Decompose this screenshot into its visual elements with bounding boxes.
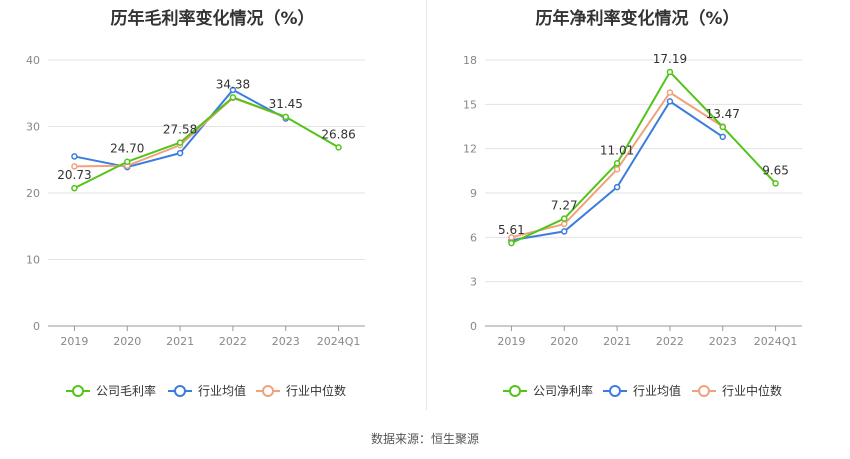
data-point bbox=[229, 94, 237, 101]
data-point bbox=[508, 234, 515, 241]
data-point bbox=[176, 149, 184, 157]
data-point bbox=[229, 86, 237, 94]
data-point bbox=[124, 158, 131, 165]
data-label: 7.27 bbox=[551, 199, 578, 213]
data-label: 31.45 bbox=[269, 97, 303, 111]
panel-divider bbox=[426, 0, 427, 410]
data-point bbox=[613, 166, 621, 173]
chart-panel-1: 0 3 6 9 12 15 18 2019 2020 2021 2022 2023 2024Q1 5.61… bbox=[463, 52, 802, 398]
data-point bbox=[772, 180, 779, 187]
y-tick-label: 10 bbox=[26, 254, 40, 267]
x-tick-label: 2023 bbox=[272, 335, 300, 348]
data-point bbox=[719, 123, 726, 131]
y-tick-label: 6 bbox=[470, 231, 477, 244]
legend-item-0: 公司毛利率 bbox=[66, 383, 156, 398]
data-point bbox=[71, 184, 78, 192]
data-point bbox=[613, 160, 621, 167]
data-point bbox=[666, 68, 674, 76]
legend-marker bbox=[174, 385, 186, 397]
data-point bbox=[176, 139, 184, 146]
data-point bbox=[282, 113, 289, 121]
y-tick-label: 12 bbox=[463, 143, 477, 156]
x-tick-label: 2020 bbox=[113, 335, 141, 348]
legend-label: 公司净利率 bbox=[533, 383, 593, 398]
x-tick-label: 2021 bbox=[603, 335, 631, 348]
legend-label: 公司毛利率 bbox=[96, 383, 156, 398]
data-point bbox=[719, 133, 726, 141]
x-tick-label: 2022 bbox=[219, 335, 247, 348]
chart-panel-0: 0 10 20 30 40 2019 2020 2021 2022 2023 2024Q1 20.73… bbox=[26, 54, 365, 398]
x-tick-label: 2023 bbox=[709, 335, 737, 348]
x-tick-label: 2019 bbox=[60, 335, 88, 348]
legend-label: 行业均值 bbox=[633, 383, 681, 398]
legend-item-1: 行业均值 bbox=[168, 383, 246, 398]
legend-item-2: 行业中位数 bbox=[692, 383, 782, 398]
data-label: 27.58 bbox=[163, 123, 197, 137]
x-tick-label: 2022 bbox=[656, 335, 684, 348]
series-line-0 bbox=[510, 70, 777, 245]
legend-label: 行业中位数 bbox=[286, 383, 346, 398]
legend-label: 行业中位数 bbox=[722, 383, 782, 398]
y-tick-label: 15 bbox=[463, 98, 477, 111]
x-tick-label: 2020 bbox=[550, 335, 578, 348]
legend-marker bbox=[509, 385, 521, 397]
data-label: 24.70 bbox=[110, 142, 144, 156]
data-point bbox=[666, 89, 674, 96]
x-tick-label: 2024Q1 bbox=[754, 335, 798, 348]
data-label: 5.61 bbox=[498, 223, 525, 237]
legend-marker bbox=[609, 385, 621, 397]
data-point bbox=[508, 239, 515, 247]
legend-marker bbox=[698, 385, 710, 397]
series-line-0 bbox=[73, 96, 340, 190]
legend-item-2: 行业中位数 bbox=[256, 383, 346, 398]
data-point bbox=[561, 215, 568, 222]
data-label: 26.86 bbox=[321, 127, 355, 141]
y-tick-label: 30 bbox=[26, 121, 40, 134]
data-point bbox=[561, 220, 568, 228]
x-tick-label: 2021 bbox=[166, 335, 194, 348]
data-label: 20.73 bbox=[57, 168, 91, 182]
y-tick-label: 20 bbox=[26, 187, 40, 200]
chart-title-net-margin: 历年净利率变化情况（%） bbox=[535, 9, 740, 29]
legend-item-1: 行业均值 bbox=[603, 383, 681, 398]
data-point bbox=[335, 144, 342, 151]
y-tick-label: 9 bbox=[470, 187, 477, 200]
chart-title-gross-margin: 历年毛利率变化情况（%） bbox=[110, 9, 315, 29]
data-point bbox=[666, 98, 674, 105]
data-point bbox=[71, 153, 78, 160]
legend-item-0: 公司净利率 bbox=[503, 383, 593, 398]
data-label: 34.38 bbox=[216, 77, 250, 91]
legend-label: 行业均值 bbox=[198, 383, 246, 398]
y-tick-label: 0 bbox=[470, 320, 477, 333]
data-point bbox=[613, 183, 621, 191]
legend-marker bbox=[262, 385, 274, 397]
data-source-note: 数据来源：恒生聚源 bbox=[370, 432, 479, 446]
data-label: 11.01 bbox=[600, 143, 634, 157]
data-label: 17.19 bbox=[653, 52, 687, 66]
data-point bbox=[71, 163, 78, 170]
data-point bbox=[561, 228, 568, 235]
y-tick-label: 0 bbox=[33, 320, 40, 333]
y-tick-label: 40 bbox=[26, 54, 40, 67]
x-tick-label: 2019 bbox=[497, 335, 525, 348]
data-label: 13.47 bbox=[706, 107, 740, 121]
y-tick-label: 3 bbox=[470, 276, 477, 289]
data-label: 9.65 bbox=[762, 163, 789, 177]
legend-marker bbox=[72, 385, 84, 397]
y-tick-label: 18 bbox=[463, 54, 477, 67]
x-tick-label: 2024Q1 bbox=[317, 335, 361, 348]
